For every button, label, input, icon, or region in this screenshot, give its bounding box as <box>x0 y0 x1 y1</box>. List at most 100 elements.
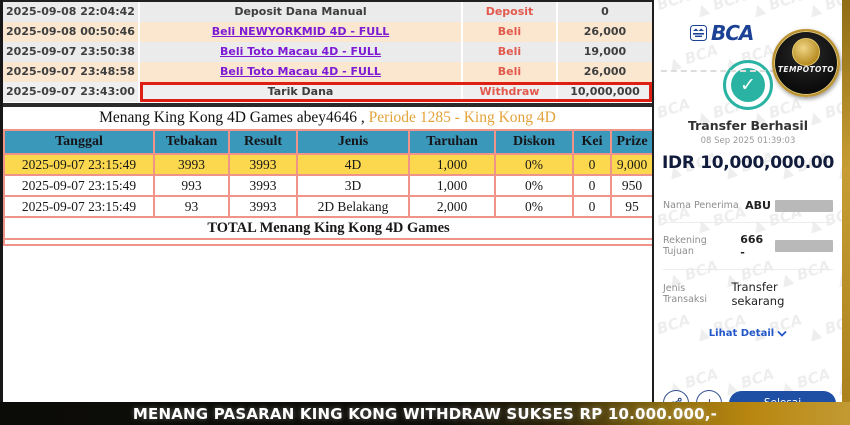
bca-emblem-icon <box>690 25 707 41</box>
col-header-tebakan: Tebakan <box>153 129 230 155</box>
win-section-title: Menang King Kong 4D Games abey4646 , Per… <box>3 107 652 129</box>
txn-description-link[interactable]: Beli Toto Macau 4D - FULL <box>140 62 463 82</box>
lihat-detail-link[interactable]: Lihat Detail <box>654 328 842 339</box>
receipt-fields: Nama Penerima ABU Rekening Tujuan 666 - … <box>663 189 833 318</box>
recipient-name: ABU <box>745 199 771 212</box>
share-button[interactable] <box>663 390 689 402</box>
cell-kei: 0 <box>572 195 612 218</box>
txn-type: Deposit <box>463 2 558 22</box>
lihat-detail-label: Lihat Detail <box>708 328 775 339</box>
download-button[interactable] <box>696 390 722 402</box>
winnings-row-4d: 2025-09-07 23:15:49 3993 3993 4D 1,000 0… <box>3 153 654 176</box>
bca-transfer-receipt: ▲ BCA▲ BCA▲ BCA▲ BCA▲ BCA▲ BCA▲ BCA▲ BCA… <box>652 0 842 402</box>
perforation-line <box>661 70 835 72</box>
receipt-content: TEMPOTOTO BCA ✓ Transfer Berhasil 08 Sep… <box>654 21 842 402</box>
left-frame-edge <box>0 0 3 402</box>
chevron-down-icon <box>777 330 787 337</box>
cell-result: 3993 <box>228 153 298 176</box>
success-check-wrap: ✓ <box>654 60 842 110</box>
badge-label: TEMPOTOTO <box>777 65 835 74</box>
cell-date: 2025-09-07 23:15:49 <box>3 174 155 197</box>
main-content-panel: 2025-09-08 22:04:42 Deposit Dana Manual … <box>3 0 654 402</box>
txn-description: Deposit Dana Manual <box>140 2 463 22</box>
download-icon <box>706 398 712 402</box>
selesai-button[interactable]: Selesai <box>729 390 836 402</box>
txn-amount: 10,000,000 <box>570 85 640 98</box>
cell-jenis: 3D <box>296 174 410 197</box>
redaction-block <box>775 240 833 252</box>
win-title-periode: Periode 1285 - King Kong 4D <box>368 109 556 126</box>
field-value: ABU <box>745 199 833 212</box>
transfer-amount: IDR 10,000,000.00 <box>661 153 834 173</box>
redaction-block <box>775 199 833 212</box>
col-header-tanggal: Tanggal <box>3 129 155 155</box>
winnings-total-row: TOTAL Menang King Kong 4D Games <box>3 216 654 240</box>
winnings-blank-row <box>3 238 654 246</box>
cell-diskon: 0% <box>494 174 574 197</box>
txn-description: Tarik Dana <box>140 82 463 102</box>
winnings-row-2d: 2025-09-07 23:15:49 93 3993 2D Belakang … <box>3 195 654 218</box>
txn-description-link[interactable]: Beli Toto Macau 4D - FULL <box>140 42 463 62</box>
cell-date: 2025-09-07 23:15:49 <box>3 153 155 176</box>
bca-wordmark: BCA <box>711 21 754 45</box>
winnings-row-3d: 2025-09-07 23:15:49 993 3993 3D 1,000 0%… <box>3 174 654 197</box>
cell-kei: 0 <box>572 153 612 176</box>
bca-logo: BCA <box>690 21 842 45</box>
cell-tebakan: 993 <box>153 174 230 197</box>
transaction-history-table: 2025-09-08 22:04:42 Deposit Dana Manual … <box>3 2 652 102</box>
table-row: 2025-09-07 23:48:58 Beli Toto Macau 4D -… <box>3 62 652 82</box>
cell-prize: 9,000 <box>610 153 654 176</box>
txn-date: 2025-09-08 22:04:42 <box>3 2 140 22</box>
gold-frame-edge <box>842 0 850 425</box>
transfer-datetime: 08 Sep 2025 01:39:03 <box>700 136 796 146</box>
cell-date: 2025-09-07 23:15:49 <box>3 195 155 218</box>
total-label: TOTAL Menang King Kong 4D Games <box>3 216 654 240</box>
transfer-status-title: Transfer Berhasil <box>687 118 809 133</box>
col-header-taruhan: Taruhan <box>408 129 496 155</box>
table-row-withdraw: 2025-09-07 23:43:00 Tarik Dana Withdraw … <box>3 82 652 102</box>
cell-diskon: 0% <box>494 153 574 176</box>
txn-type: Withdraw <box>463 82 558 102</box>
txn-date: 2025-09-08 00:50:46 <box>3 22 140 42</box>
banner-text: MENANG PASARAN KING KONG WITHDRAW SUKSES… <box>132 404 718 423</box>
winnings-header-row: Tanggal Tebakan Result Jenis Taruhan Dis… <box>3 129 654 155</box>
blank-cell <box>3 238 654 246</box>
cell-kei: 0 <box>572 174 612 197</box>
field-value: 666 - <box>740 233 833 259</box>
col-header-kei: Kei <box>572 129 612 155</box>
txn-date: 2025-09-07 23:48:58 <box>3 62 140 82</box>
cell-prize: 95 <box>610 195 654 218</box>
gold-coin-icon <box>792 38 820 66</box>
bottom-banner: MENANG PASARAN KING KONG WITHDRAW SUKSES… <box>0 402 850 425</box>
txn-amount: 26,000 <box>583 65 627 78</box>
txn-amount: 19,000 <box>583 45 627 58</box>
transaction-type: Transfer sekarang <box>731 280 785 308</box>
txn-date: 2025-09-07 23:50:38 <box>3 42 140 62</box>
cell-tebakan: 3993 <box>153 153 230 176</box>
success-ring: ✓ <box>723 60 773 110</box>
txn-description-link[interactable]: Beli NEWYORKMID 4D - FULL <box>140 22 463 42</box>
txn-date: 2025-09-07 23:43:00 <box>3 82 140 102</box>
field-label: Nama Penerima <box>663 200 739 211</box>
section-divider <box>3 103 652 107</box>
check-icon: ✓ <box>731 68 765 102</box>
col-header-diskon: Diskon <box>494 129 574 155</box>
cell-result: 3993 <box>228 174 298 197</box>
account-number: 666 - <box>740 233 764 259</box>
cell-result: 3993 <box>228 195 298 218</box>
col-header-prize: Prize <box>610 129 654 155</box>
receipt-actions: Selesai <box>663 390 836 402</box>
txn-type: Beli <box>463 62 558 82</box>
txn-amount: 26,000 <box>583 25 627 38</box>
share-icon <box>671 397 682 402</box>
col-header-result: Result <box>228 129 298 155</box>
cell-prize: 950 <box>610 174 654 197</box>
field-rekening-tujuan: Rekening Tujuan 666 - <box>663 223 833 270</box>
table-row: 2025-09-07 23:50:38 Beli Toto Macau 4D -… <box>3 42 652 62</box>
cell-taruhan: 2,000 <box>408 195 496 218</box>
cell-diskon: 0% <box>494 195 574 218</box>
field-label: Rekening Tujuan <box>663 235 707 257</box>
tempototo-badge: TEMPOTOTO <box>772 29 840 97</box>
table-row: 2025-09-08 22:04:42 Deposit Dana Manual … <box>3 2 652 22</box>
